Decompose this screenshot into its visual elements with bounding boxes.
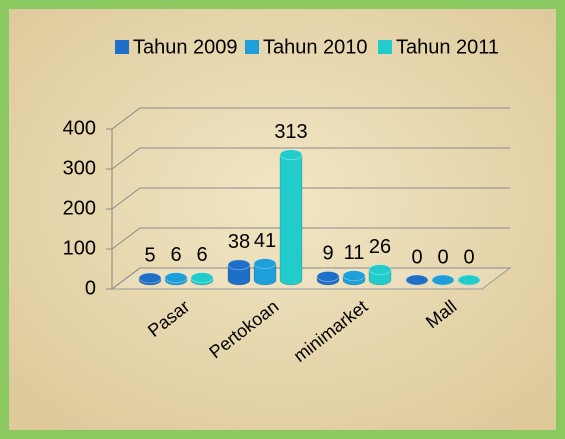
data-label: 5 bbox=[144, 244, 155, 266]
bar-top bbox=[164, 272, 188, 283]
bar-top bbox=[405, 274, 429, 286]
legend-swatch bbox=[115, 40, 129, 54]
data-label: 26 bbox=[369, 236, 391, 258]
legend-label: Tahun 2009 bbox=[133, 36, 238, 58]
data-label: 313 bbox=[274, 121, 307, 143]
data-label: 41 bbox=[254, 230, 276, 252]
legend-label: Tahun 2011 bbox=[396, 36, 499, 58]
bar-top bbox=[190, 272, 214, 283]
data-label: 6 bbox=[196, 244, 207, 266]
data-label: 11 bbox=[344, 242, 365, 264]
bar-top bbox=[227, 259, 251, 271]
y-tick-label: 200 bbox=[63, 197, 96, 219]
data-label: 38 bbox=[228, 231, 250, 253]
data-label: 0 bbox=[437, 246, 448, 268]
data-label: 0 bbox=[411, 246, 422, 268]
legend-swatch bbox=[245, 40, 259, 54]
legend-swatch bbox=[378, 40, 392, 54]
bar-top bbox=[431, 274, 455, 286]
data-label: 0 bbox=[463, 246, 474, 268]
bar-top bbox=[316, 271, 340, 282]
legend-label: Tahun 2010 bbox=[263, 36, 368, 58]
grid-line bbox=[111, 147, 510, 170]
bar bbox=[227, 264, 251, 286]
bar-top bbox=[138, 272, 162, 284]
bar-top bbox=[253, 258, 277, 269]
y-tick-label: 0 bbox=[85, 277, 96, 299]
grid-line bbox=[111, 187, 510, 210]
y-tick-label: 400 bbox=[63, 117, 96, 139]
grid-line bbox=[111, 227, 510, 250]
data-label: 6 bbox=[170, 244, 181, 266]
data-label: 9 bbox=[322, 243, 333, 265]
bar-top bbox=[279, 149, 303, 161]
y-tick-label: 300 bbox=[63, 157, 96, 179]
bar-top bbox=[457, 274, 481, 286]
bar-top bbox=[368, 264, 392, 275]
bar bbox=[253, 263, 277, 286]
bar bbox=[279, 154, 303, 286]
y-tick-label: 100 bbox=[63, 237, 96, 259]
grid-line bbox=[111, 107, 510, 130]
bar-top bbox=[342, 270, 366, 281]
